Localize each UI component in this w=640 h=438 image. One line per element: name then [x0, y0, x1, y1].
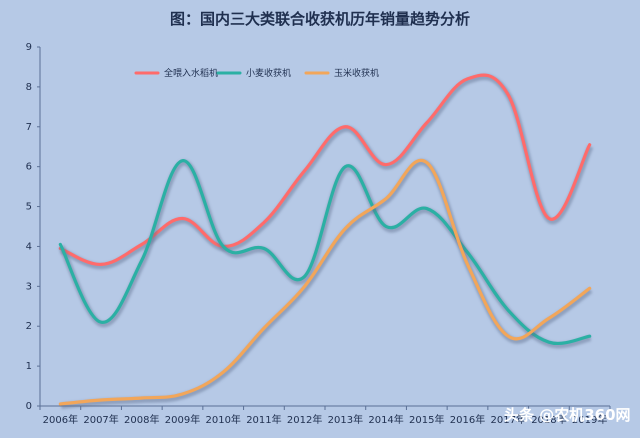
data-point [344, 227, 347, 230]
y-tick-label: 1 [26, 361, 32, 372]
data-point [588, 143, 591, 146]
series-1 [58, 73, 594, 270]
data-point [425, 161, 428, 164]
data-point [588, 335, 591, 338]
y-tick-label: 6 [26, 162, 32, 173]
y-tick-label: 9 [26, 42, 32, 53]
data-point [303, 285, 306, 288]
y-axis: 0 1 2 3 4 5 6 7 8 9 [26, 42, 41, 412]
data-point [140, 397, 143, 400]
data-point [588, 287, 591, 290]
chart-title: 图：国内三大类联合收获机历年销量趋势分析 [170, 10, 470, 28]
data-point [507, 309, 510, 312]
data-point [385, 197, 388, 200]
data-point [548, 217, 551, 220]
x-tick-label: 2011年 [246, 413, 281, 426]
y-tick-label: 4 [26, 241, 32, 252]
y-tick-label: 2 [26, 321, 32, 332]
data-point [466, 251, 469, 254]
data-point [263, 221, 266, 224]
x-tick-label: 2009年 [165, 413, 200, 426]
data-point [140, 259, 143, 262]
series-shadow [61, 159, 593, 409]
data-point [425, 207, 428, 210]
x-tick-label: 2018年 [531, 413, 566, 426]
series-2 [58, 159, 592, 349]
y-tick-label: 0 [26, 401, 32, 412]
data-point [222, 371, 225, 374]
x-tick-label: 2006年 [43, 413, 78, 426]
x-tick-label: 2008年 [124, 413, 159, 426]
x-tick-label: 2016年 [450, 413, 485, 426]
x-tick-label: 2017年 [490, 413, 525, 426]
data-point [548, 317, 551, 320]
data-point [59, 243, 62, 246]
x-tick-label: 2010年 [205, 413, 240, 426]
data-point [263, 247, 266, 250]
data-point [140, 243, 143, 246]
x-tick-label: 2013年 [328, 413, 363, 426]
data-point [181, 159, 184, 162]
data-point [385, 225, 388, 228]
data-point [507, 335, 510, 338]
series-line [58, 159, 592, 345]
data-point [100, 263, 103, 266]
y-tick-label: 7 [26, 122, 32, 133]
data-point [100, 399, 103, 402]
data-point [263, 327, 266, 330]
x-tick-label: 2012年 [287, 413, 322, 426]
series-3 [58, 158, 593, 409]
data-point [344, 125, 347, 128]
legend: 全喂入水稻机 小麦收获机 玉米收获机 [134, 67, 379, 79]
data-point [425, 121, 428, 124]
data-point [59, 403, 62, 406]
x-tick-label: 2015年 [409, 413, 444, 426]
legend-label: 全喂入水稻机 [164, 67, 218, 79]
data-point [385, 163, 388, 166]
data-point [466, 78, 469, 81]
y-tick-label: 5 [26, 202, 32, 213]
data-point [303, 169, 306, 172]
x-tick-label: 2007年 [83, 413, 118, 426]
data-point [222, 245, 225, 248]
data-point [181, 393, 184, 396]
legend-label: 小麦收获机 [246, 67, 291, 79]
watermark-text: 头条 @农机360网 [504, 406, 631, 424]
y-tick-label: 3 [26, 281, 32, 292]
data-point [344, 165, 347, 168]
series-line [58, 158, 592, 406]
data-point [548, 341, 551, 344]
data-point [100, 321, 103, 324]
x-axis: 2006年 2007年 2008年 2009年 2010年 2011年 2012年 2013年… [39, 405, 611, 426]
data-point [303, 275, 306, 278]
y-tick-label: 8 [26, 82, 32, 93]
legend-label: 玉米收获机 [334, 67, 379, 79]
x-tick-label: 2019年 [572, 413, 607, 426]
data-point [181, 217, 184, 220]
data-point [466, 263, 469, 266]
series-layer [58, 73, 594, 409]
x-tick-label: 2014年 [368, 413, 403, 426]
data-point [507, 94, 510, 97]
